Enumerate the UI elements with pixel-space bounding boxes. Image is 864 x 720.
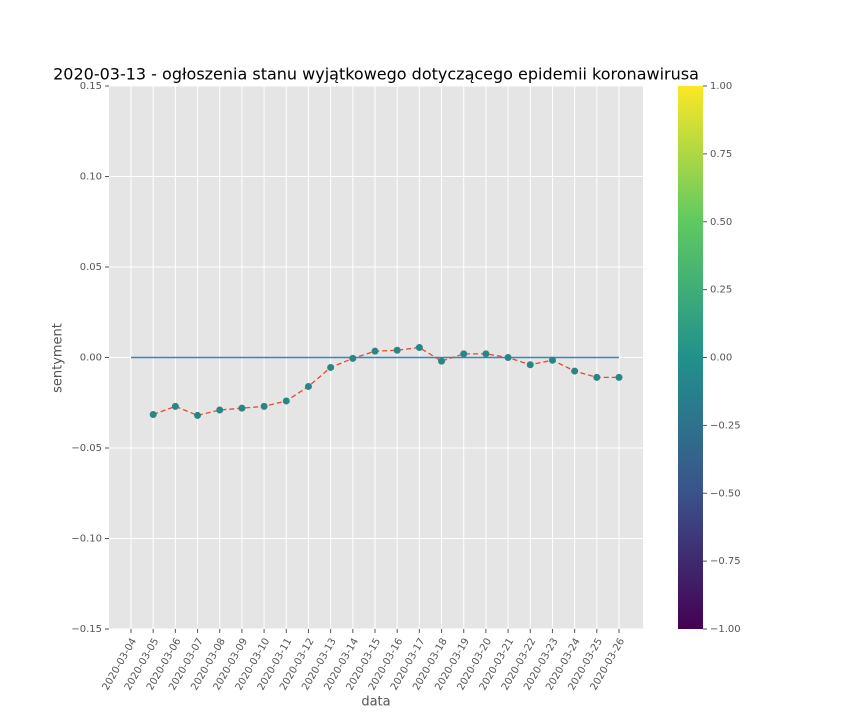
- data-point: [216, 406, 224, 414]
- data-point: [593, 373, 601, 381]
- y-tick-label: −0.05: [71, 443, 102, 454]
- data-point: [526, 361, 534, 369]
- colorbar-tick-label: 1.00: [710, 81, 732, 92]
- data-point: [615, 373, 623, 381]
- y-axis-label: sentyment: [51, 323, 66, 393]
- data-point: [304, 382, 312, 390]
- data-point: [149, 411, 157, 419]
- data-point: [282, 397, 290, 405]
- y-tick-label: 0.10: [80, 172, 102, 183]
- colorbar-tick-label: −0.50: [710, 488, 741, 499]
- data-point: [393, 346, 401, 354]
- y-tick-label: 0.15: [80, 81, 102, 92]
- colorbar: [678, 86, 703, 629]
- colorbar-tick-label: −1.00: [710, 624, 741, 635]
- data-point: [415, 344, 423, 352]
- data-point: [260, 402, 268, 410]
- colorbar-tick-label: 0.00: [710, 353, 732, 364]
- data-point: [548, 356, 556, 364]
- colorbar-tick-label: −0.75: [710, 556, 741, 567]
- x-axis-label: data: [361, 695, 390, 710]
- data-point: [571, 367, 579, 375]
- data-point: [460, 350, 468, 358]
- colorbar-tick-label: 0.25: [710, 285, 732, 296]
- data-point: [327, 363, 335, 371]
- data-point: [238, 404, 246, 412]
- data-point: [371, 347, 379, 355]
- data-point: [349, 354, 357, 362]
- colorbar-tick-label: −0.25: [710, 420, 741, 431]
- chart-title: 2020-03-13 - ogłoszenia stanu wyjątkoweg…: [53, 65, 699, 84]
- colorbar-tick-label: 0.50: [710, 217, 732, 228]
- colorbar-tick-label: 0.75: [710, 149, 732, 160]
- data-line: [152, 346, 619, 417]
- data-point: [171, 402, 179, 410]
- y-tick-label: 0.00: [80, 353, 102, 364]
- y-tick-label: −0.10: [71, 534, 102, 545]
- data-point: [438, 357, 446, 365]
- y-tick-label: −0.15: [71, 624, 102, 635]
- y-tick-label: 0.05: [80, 262, 102, 273]
- data-point: [504, 354, 512, 361]
- data-point: [194, 411, 202, 419]
- data-point: [482, 350, 490, 358]
